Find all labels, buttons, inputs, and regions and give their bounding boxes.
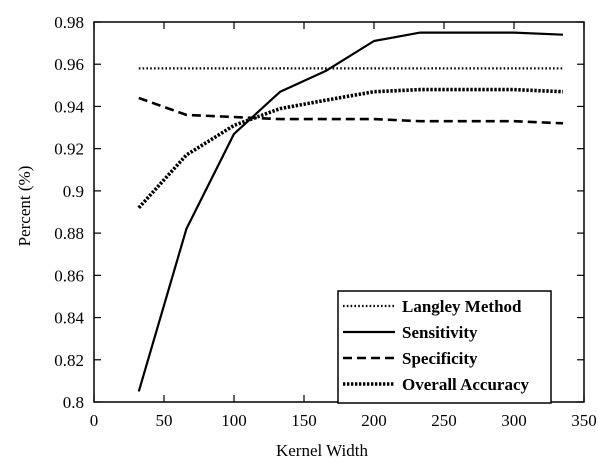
x-tick-label: 250 — [431, 411, 457, 430]
x-tick-label: 150 — [291, 411, 317, 430]
series-line-1 — [137, 31, 564, 392]
x-tick-label: 350 — [571, 411, 597, 430]
y-tick-label: 0.82 — [54, 351, 84, 370]
legend-label: Langley Method — [402, 297, 522, 316]
y-axis-label: Percent (%) — [15, 166, 34, 247]
x-tick-label: 100 — [221, 411, 247, 430]
y-tick-label: 0.96 — [54, 55, 84, 74]
x-axis-label: Kernel Width — [276, 441, 369, 460]
y-tick-label: 0.8 — [63, 393, 84, 412]
series-line-3 — [137, 87, 564, 210]
y-tick-label: 0.86 — [54, 266, 84, 285]
y-tick-label: 0.9 — [63, 182, 84, 201]
legend-label: Sensitivity — [402, 323, 478, 342]
x-tick-label: 200 — [361, 411, 387, 430]
x-tick-label: 300 — [501, 411, 527, 430]
series-line-2 — [138, 96, 564, 125]
x-tick-label: 0 — [90, 411, 99, 430]
axis-layer: 0 50 100 150 200 250 300 350 0.8 0.82 0.84 0.86 0.88… — [54, 13, 597, 430]
x-tick-label: 50 — [156, 411, 173, 430]
y-tick-label: 0.88 — [54, 224, 84, 243]
legend-label: Overall Accuracy — [402, 375, 529, 394]
y-tick-label: 0.84 — [54, 309, 84, 328]
legend-box — [337, 290, 552, 404]
legend-label: Specificity — [402, 349, 478, 368]
legend: Langley Method Sensitivity Specificity Over… — [337, 290, 552, 404]
y-tick-label: 0.94 — [54, 97, 84, 116]
series-layer — [137, 31, 564, 392]
y-tick-label: 0.92 — [54, 140, 84, 159]
y-tick-label: 0.98 — [54, 13, 84, 32]
